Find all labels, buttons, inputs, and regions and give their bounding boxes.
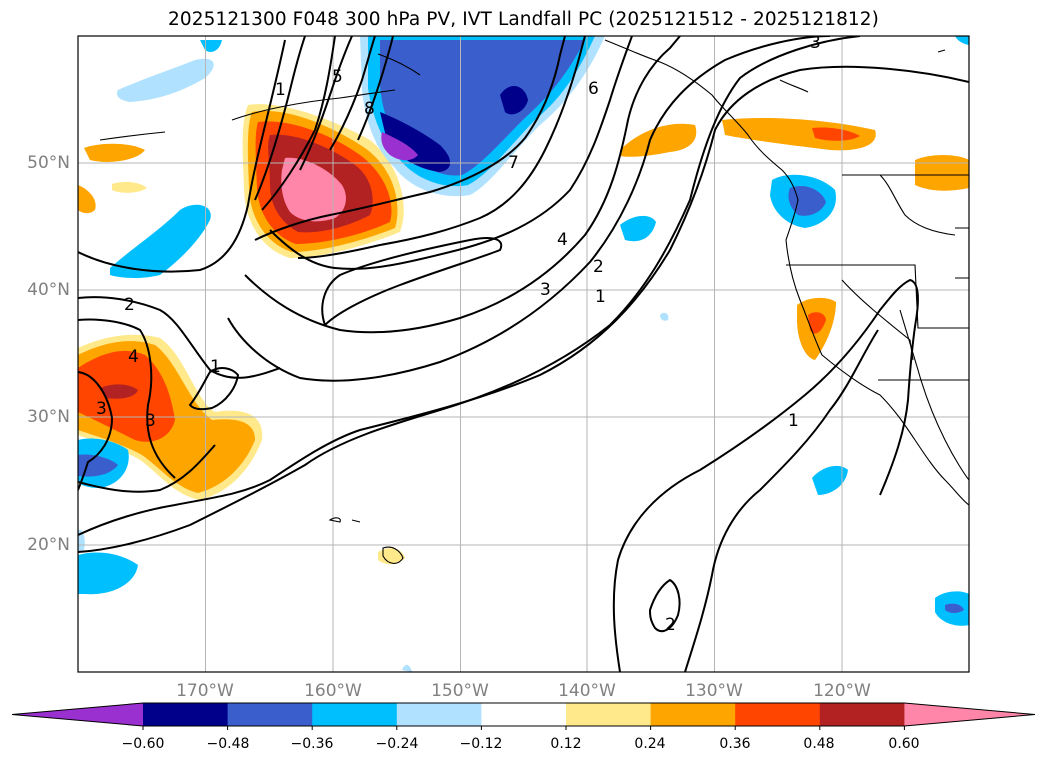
colorbar-swatch <box>396 703 482 726</box>
contour-label: 3 <box>540 280 551 300</box>
lon-label: 120°W <box>813 681 871 701</box>
colorbar-tick-label: −0.24 <box>375 736 419 752</box>
contour-label: 2 <box>665 615 676 635</box>
contour-labels: 1 5 8 7 6 3 4 3 2 1 2 4 1 3 3 1 2 <box>96 33 821 635</box>
lon-label: 130°W <box>685 681 743 701</box>
colorbar-swatch <box>312 703 398 726</box>
colorbar-tick-label: 0.24 <box>634 736 666 752</box>
graticule <box>78 36 969 672</box>
lon-label: 140°W <box>558 681 616 701</box>
contour-label: 3 <box>145 411 156 431</box>
lon-label: 150°W <box>431 681 489 701</box>
map-panel: 1 5 8 7 6 3 4 3 2 1 2 4 1 3 3 1 2 <box>78 33 969 672</box>
contour-label: 1 <box>595 287 606 307</box>
contour-label: 7 <box>508 153 519 173</box>
colorbar <box>11 702 1036 730</box>
contour-label: 4 <box>557 230 568 250</box>
colorbar-tick-label: 0.48 <box>803 736 835 752</box>
lat-label: 20°N <box>27 535 70 555</box>
contour-label: 2 <box>593 257 604 277</box>
contour-label: 1 <box>275 80 286 100</box>
colorbar-swatch <box>819 703 905 726</box>
contour-label: 1 <box>210 357 221 377</box>
contour-label: 5 <box>332 67 343 87</box>
colorbar-tick-label: 0.12 <box>550 736 582 752</box>
colorbar-tick-label: −0.48 <box>206 736 250 752</box>
pv-shading <box>78 36 969 672</box>
contour-label: 3 <box>96 399 107 419</box>
coastlines <box>99 39 969 564</box>
contour-label: 3 <box>810 33 821 53</box>
colorbar-tick-label: −0.60 <box>121 736 165 752</box>
contour-label: 8 <box>364 99 375 119</box>
lat-label: 30°N <box>27 407 70 427</box>
map-title: 2025121300 F048 300 hPa PV, IVT Landfall… <box>168 9 879 30</box>
colorbar-swatch <box>735 703 821 726</box>
contour-label: 4 <box>128 347 139 367</box>
contour-label: 1 <box>788 411 799 431</box>
ivt-contours <box>78 36 969 672</box>
colorbar-tick-label: −0.36 <box>290 736 334 752</box>
lon-label: 170°W <box>176 681 234 701</box>
lat-label: 40°N <box>27 280 70 300</box>
map-border <box>77 35 970 673</box>
colorbar-swatch <box>566 703 652 726</box>
colorbar-extend-min <box>12 703 143 726</box>
lon-label: 160°W <box>304 681 362 701</box>
colorbar-swatch <box>650 703 736 726</box>
colorbar-tick-label: 0.36 <box>719 736 751 752</box>
colorbar-tick-label: 0.60 <box>888 736 920 752</box>
colorbar-swatch <box>143 703 229 726</box>
colorbar-swatch <box>227 703 313 726</box>
lat-label: 50°N <box>27 153 70 173</box>
colorbar-extend-max <box>904 703 1035 726</box>
contour-label: 2 <box>124 295 135 315</box>
colorbar-tick-label: −0.12 <box>459 736 503 752</box>
colorbar-swatch <box>481 703 567 726</box>
contour-label: 6 <box>588 79 599 99</box>
